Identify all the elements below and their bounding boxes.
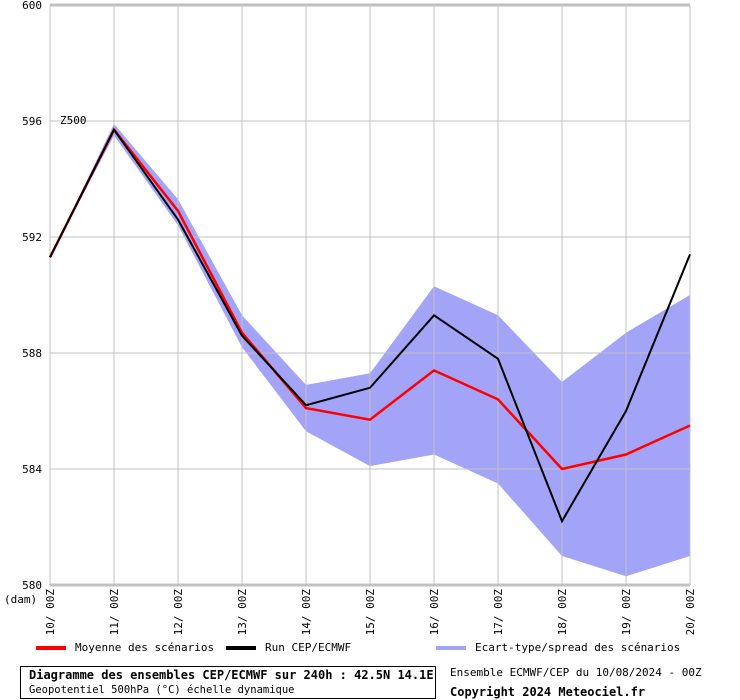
legend-mean: Moyenne des scénarios [36, 641, 214, 654]
legend-swatch-run [226, 645, 256, 650]
y-tick-label: 580 [22, 579, 42, 592]
x-tick-label: 20/ 00Z [684, 589, 697, 636]
annotation-z500: Z500 [60, 114, 87, 127]
x-tick-label: 15/ 00Z [364, 589, 377, 636]
x-tick-label: 10/ 00Z [44, 589, 57, 636]
y-tick-label: 600 [22, 0, 42, 12]
x-tick-label: 12/ 00Z [172, 589, 185, 636]
y-tick-label: 596 [22, 115, 42, 128]
spread-band [50, 123, 690, 577]
x-tick-label: 16/ 00Z [428, 589, 441, 636]
copyright: Copyright 2024 Meteociel.fr [450, 685, 646, 699]
legend-spread: Ecart-type/spread des scénarios [436, 641, 680, 654]
y-tick-label: 592 [22, 231, 42, 244]
x-tick-label: 18/ 00Z [556, 589, 569, 636]
chart-svg: 10/ 00Z 11/ 00Z 12/ 00Z 13/ 00Z 14/ 00Z 15/ 0… [4, 0, 697, 636]
y-unit-label: (dam) [4, 593, 37, 606]
x-tick-label: 11/ 00Z [108, 589, 121, 636]
legend-label-run: Run CEP/ECMWF [265, 641, 352, 654]
series-line-mean [48, 127, 691, 471]
x-tick-label: 19/ 00Z [620, 589, 633, 636]
legend-label-mean: Moyenne des scénarios [75, 641, 215, 654]
series-line-run [49, 127, 691, 524]
x-tick-label: 17/ 00Z [492, 589, 505, 636]
chart-title: Diagramme des ensembles CEP/ECMWF sur 24… [29, 668, 434, 682]
legend-swatch-spread [436, 645, 466, 650]
title-box: Diagramme des ensembles CEP/ECMWF sur 24… [20, 666, 436, 699]
y-tick-label: 588 [22, 347, 42, 360]
legend-run: Run CEP/ECMWF [226, 641, 351, 654]
y-tick-label: 584 [22, 463, 42, 476]
run-info: Ensemble ECMWF/CEP du 10/08/2024 - 00Z [450, 666, 702, 679]
chart-subtitle: Geopotentiel 500hPa (°C) échelle dynamiq… [29, 684, 295, 696]
legend-swatch-mean [36, 645, 66, 650]
x-tick-label: 13/ 00Z [236, 589, 249, 636]
legend-label-spread: Ecart-type/spread des scénarios [475, 641, 681, 654]
x-tick-label: 14/ 00Z [300, 589, 313, 636]
